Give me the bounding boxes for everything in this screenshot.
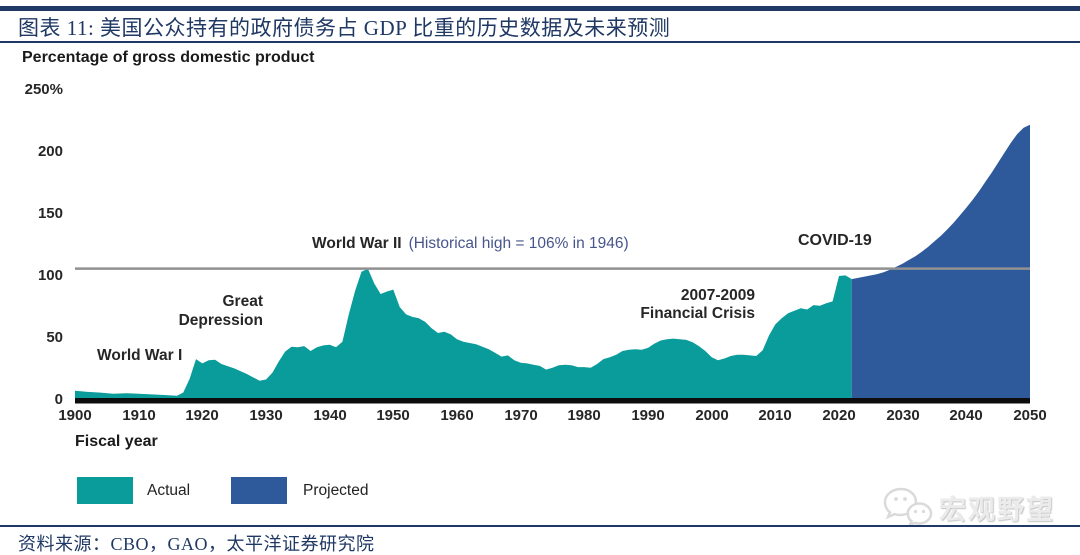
annotation-financial-crisis: 2007-2009 Financial Crisis [595,287,755,323]
wechat-icon [883,487,933,527]
y-tick-label: 150 [37,205,63,222]
x-tick-label: 1920 [185,407,219,424]
x-tick-label: 2040 [949,407,983,424]
annotation-note-text: (Historical high = 106% in 1946) [408,235,629,252]
watermark-text: 宏观野望 [939,494,1055,525]
title-rule [0,41,1080,43]
x-tick-label: 2030 [886,407,920,424]
annotation-bold-text: World War II [312,235,402,252]
x-tick-label: 2010 [758,407,792,424]
x-tick-label: 2000 [695,407,729,424]
annotation-covid-19: COVID-19 [798,232,872,249]
annotation-great-depression: Great Depression [143,292,263,330]
x-tick-label: 1990 [631,407,665,424]
legend-label-projected: Projected [303,482,369,499]
y-tick-label: 200 [37,143,63,160]
top-rule [0,6,1080,11]
x-tick-label: 2050 [1013,407,1047,424]
y-axis-title: Percentage of gross domestic product [22,49,315,66]
x-tick-label: 1940 [313,407,347,424]
y-tick-label: 250% [24,81,63,98]
x-axis-title: Fiscal year [75,433,158,450]
debt-area-chart [75,124,1030,404]
annotation-world-war-2: World War II (Historical high = 106% in 1… [312,234,629,253]
projected-area-series [851,124,1030,401]
x-tick-label: 1950 [376,407,410,424]
source-rule [0,525,1080,527]
figure-title: 图表 11: 美国公众持有的政府债务占 GDP 比重的历史数据及未来预测 [18,16,671,40]
x-axis-labels: 1900 1910 1920 1930 1940 1950 1960 1970 1980 1990… [58,407,1046,427]
annotation-line: Great [222,293,264,310]
annotation-line: Depression [178,312,263,329]
x-tick-label: 1910 [122,407,156,424]
legend-label-actual: Actual [147,482,191,499]
y-tick-label: 50 [46,329,63,346]
actual-area-series [75,268,852,401]
source-line: 资料来源：CBO，GAO，太平洋证券研究院 [18,534,375,554]
x-tick-label: 1980 [567,407,601,424]
y-tick-label: 100 [37,267,63,284]
annotation-line: Financial Crisis [640,305,755,322]
x-tick-label: 1900 [58,407,92,424]
legend-swatch-actual [77,477,133,504]
legend-swatch-projected [231,477,287,504]
x-axis-line [75,398,1030,404]
x-tick-label: 2020 [822,407,856,424]
x-tick-label: 1930 [249,407,283,424]
annotation-line: 2007-2009 [680,287,755,304]
x-tick-label: 1970 [504,407,538,424]
x-tick-label: 1960 [440,407,474,424]
annotation-world-war-1: World War I [97,347,183,364]
y-tick-label: 0 [54,391,63,408]
y-axis-labels: 0 50 100 150 200 250% [0,81,63,408]
watermark: 宏观野望 [883,486,1055,528]
